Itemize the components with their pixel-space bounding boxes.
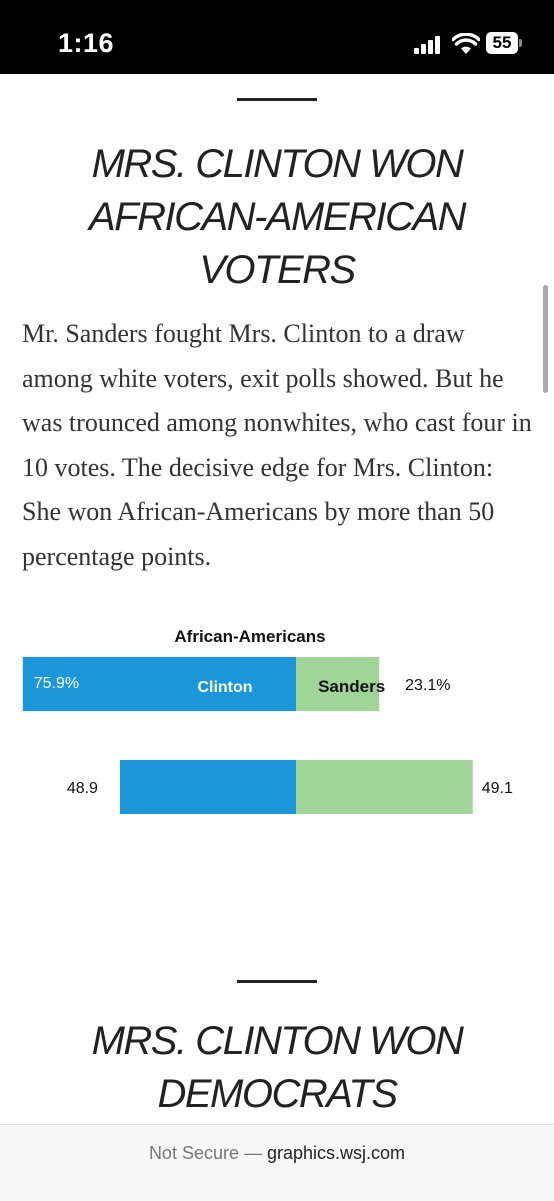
url-host: graphics.wsj.com [267,1143,406,1163]
article-paragraph: Mr. Sanders fought Mrs. Clinton to a dra… [22,319,532,571]
sanders-value-label: 49.1 [482,780,513,797]
sanders-bar [296,657,380,711]
section-divider [237,98,317,101]
clinton-bar [22,657,296,711]
sanders-value-label: 23.1% [405,677,450,694]
section-headline: MRS. CLINTON WON DEMOCRATS [91,1019,464,1116]
clinton-bar [119,760,297,814]
battery-icon: 55 [486,32,518,54]
section-headline: MRS. CLINTON WON AFRICAN-AMERICAN VOTERS [88,142,467,292]
clinton-value-label: 75.9% [34,675,79,692]
chart-title: African-Americans [174,627,325,646]
section-divider [237,980,317,983]
wifi-icon [452,33,480,54]
sanders-series-label: Sanders [318,677,385,696]
url-text[interactable]: Not Secure — graphics.wsj.com [0,1143,554,1164]
status-time: 1:16 [58,28,115,58]
scrollbar[interactable] [543,285,548,393]
status-bar: 1:16 55 [0,0,554,74]
diverging-bar-chart: African-Americans 75.9% Clinton Sanders 23.… [22,627,513,814]
cellular-signal-icon [414,36,444,54]
sanders-bar [296,760,473,814]
browser-url-bar[interactable]: Not Secure — graphics.wsj.com [0,1124,554,1201]
battery-tip [519,39,522,47]
clinton-value-label: 48.9 [67,780,98,797]
clinton-series-label: Clinton [197,679,252,696]
security-label: Not Secure — [148,1143,262,1163]
